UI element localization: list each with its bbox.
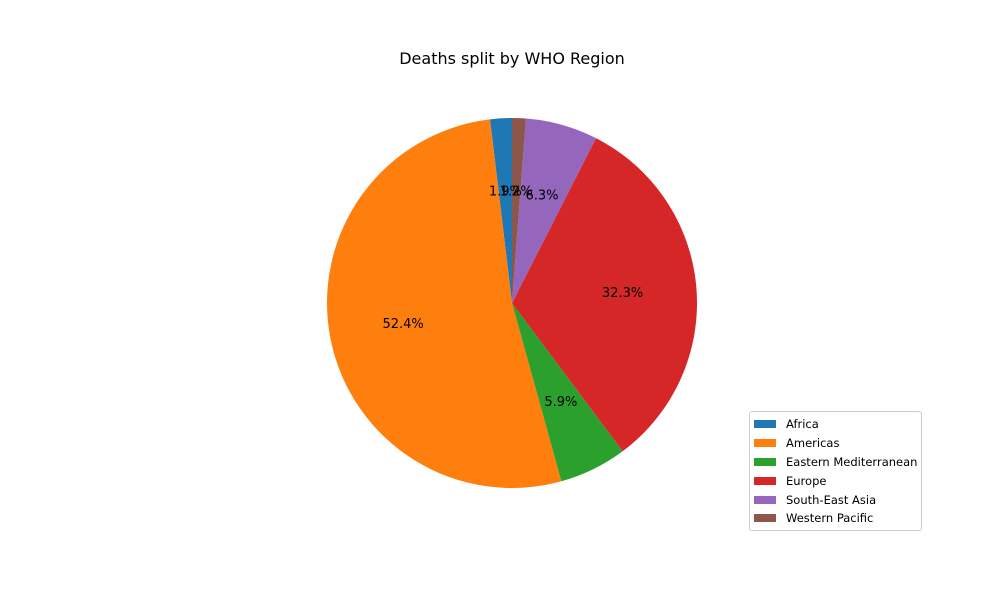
pie-slice-western-pacific [512,118,526,303]
legend-label: Eastern Mediterranean [786,454,918,469]
pie-slices [327,118,697,488]
legend-swatch [754,439,776,448]
legend-label: Africa [786,417,819,432]
legend-swatch [754,495,776,504]
legend-label: Western Pacific [786,511,874,526]
legend-item: Western Pacific [750,509,921,528]
pie-label-south-east-asia: 6.3% [525,189,558,204]
legend: Africa Americas Eastern Mediterranean Europ… [749,411,922,531]
legend-swatch [754,514,776,523]
chart-title: Deaths split by WHO Region [399,49,625,68]
legend-item: Eastern Mediterranean [750,453,921,472]
percentage-labels: 1.9% 52.4% 5.9% 32.3% 6.3%1.2% [382,185,643,411]
pie-label-europe: 32.3% [602,286,643,301]
legend-swatch [754,420,776,429]
legend-label: Americas [786,436,840,451]
pie-label-americas: 52.4% [382,317,423,332]
legend-item: Americas [750,434,921,453]
pie-slice-africa [489,118,512,303]
pie-label-eastern-mediterranean: 5.9% [544,395,577,410]
legend-swatch [754,457,776,466]
pie-label-western-pacific: 1.2% [500,185,533,200]
pie-label-africa: 1.9% [489,185,522,200]
pie-slice-europe [512,138,697,452]
legend-swatch [754,476,776,485]
legend-item: South-East Asia [750,490,921,509]
legend-item: Europe [750,471,921,490]
pie-slice-americas [327,119,562,488]
legend-label: South-East Asia [786,492,877,507]
legend-item: Africa [750,415,921,434]
legend-label: Europe [786,473,827,488]
pie-slice-south-east-asia [512,118,596,303]
pie-slice-eastern-mediterranean [512,303,623,482]
